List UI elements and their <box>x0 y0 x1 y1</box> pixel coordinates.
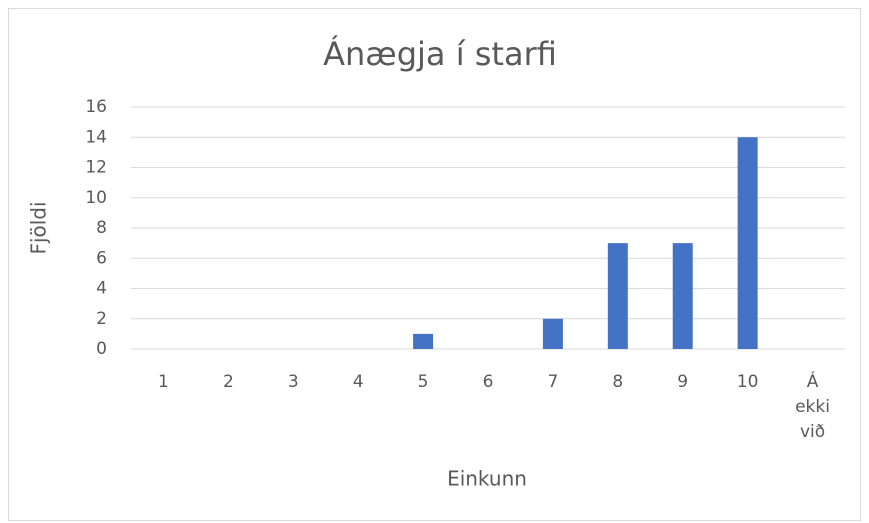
x-tick-label: 6 <box>482 372 494 392</box>
y-tick-label: 14 <box>85 127 107 147</box>
bar <box>737 137 758 349</box>
y-tick-label: 2 <box>96 309 107 329</box>
y-tick-label: 8 <box>96 218 107 238</box>
x-tick-label: 4 <box>352 372 364 392</box>
x-tick-label: 8 <box>612 372 624 392</box>
y-tick-label: 10 <box>85 188 107 208</box>
y-tick-label: 6 <box>96 248 107 268</box>
y-tick-label: 0 <box>96 339 107 359</box>
y-tick-label: 4 <box>96 279 107 299</box>
x-tick-label: Á ekki við <box>795 372 830 442</box>
x-tick-label: 3 <box>287 372 299 392</box>
bar <box>607 243 628 349</box>
x-tick-label: 1 <box>158 372 169 392</box>
y-tick-label: 12 <box>85 158 107 178</box>
y-tick-label: 16 <box>85 97 107 117</box>
chart-frame <box>8 8 861 521</box>
x-tick-label: 5 <box>417 372 429 392</box>
x-axis-title: Einkunn <box>447 467 527 491</box>
x-tick-label: 10 <box>736 372 759 392</box>
bar <box>672 243 693 349</box>
chart-title: Ánægja í starfi <box>323 35 557 73</box>
bar <box>413 333 434 349</box>
y-axis-title: Fjöldi <box>27 201 51 254</box>
x-tick-label: 7 <box>547 372 559 392</box>
x-tick-label: 9 <box>677 372 689 392</box>
bar <box>542 318 563 349</box>
x-tick-label: 2 <box>222 372 234 392</box>
